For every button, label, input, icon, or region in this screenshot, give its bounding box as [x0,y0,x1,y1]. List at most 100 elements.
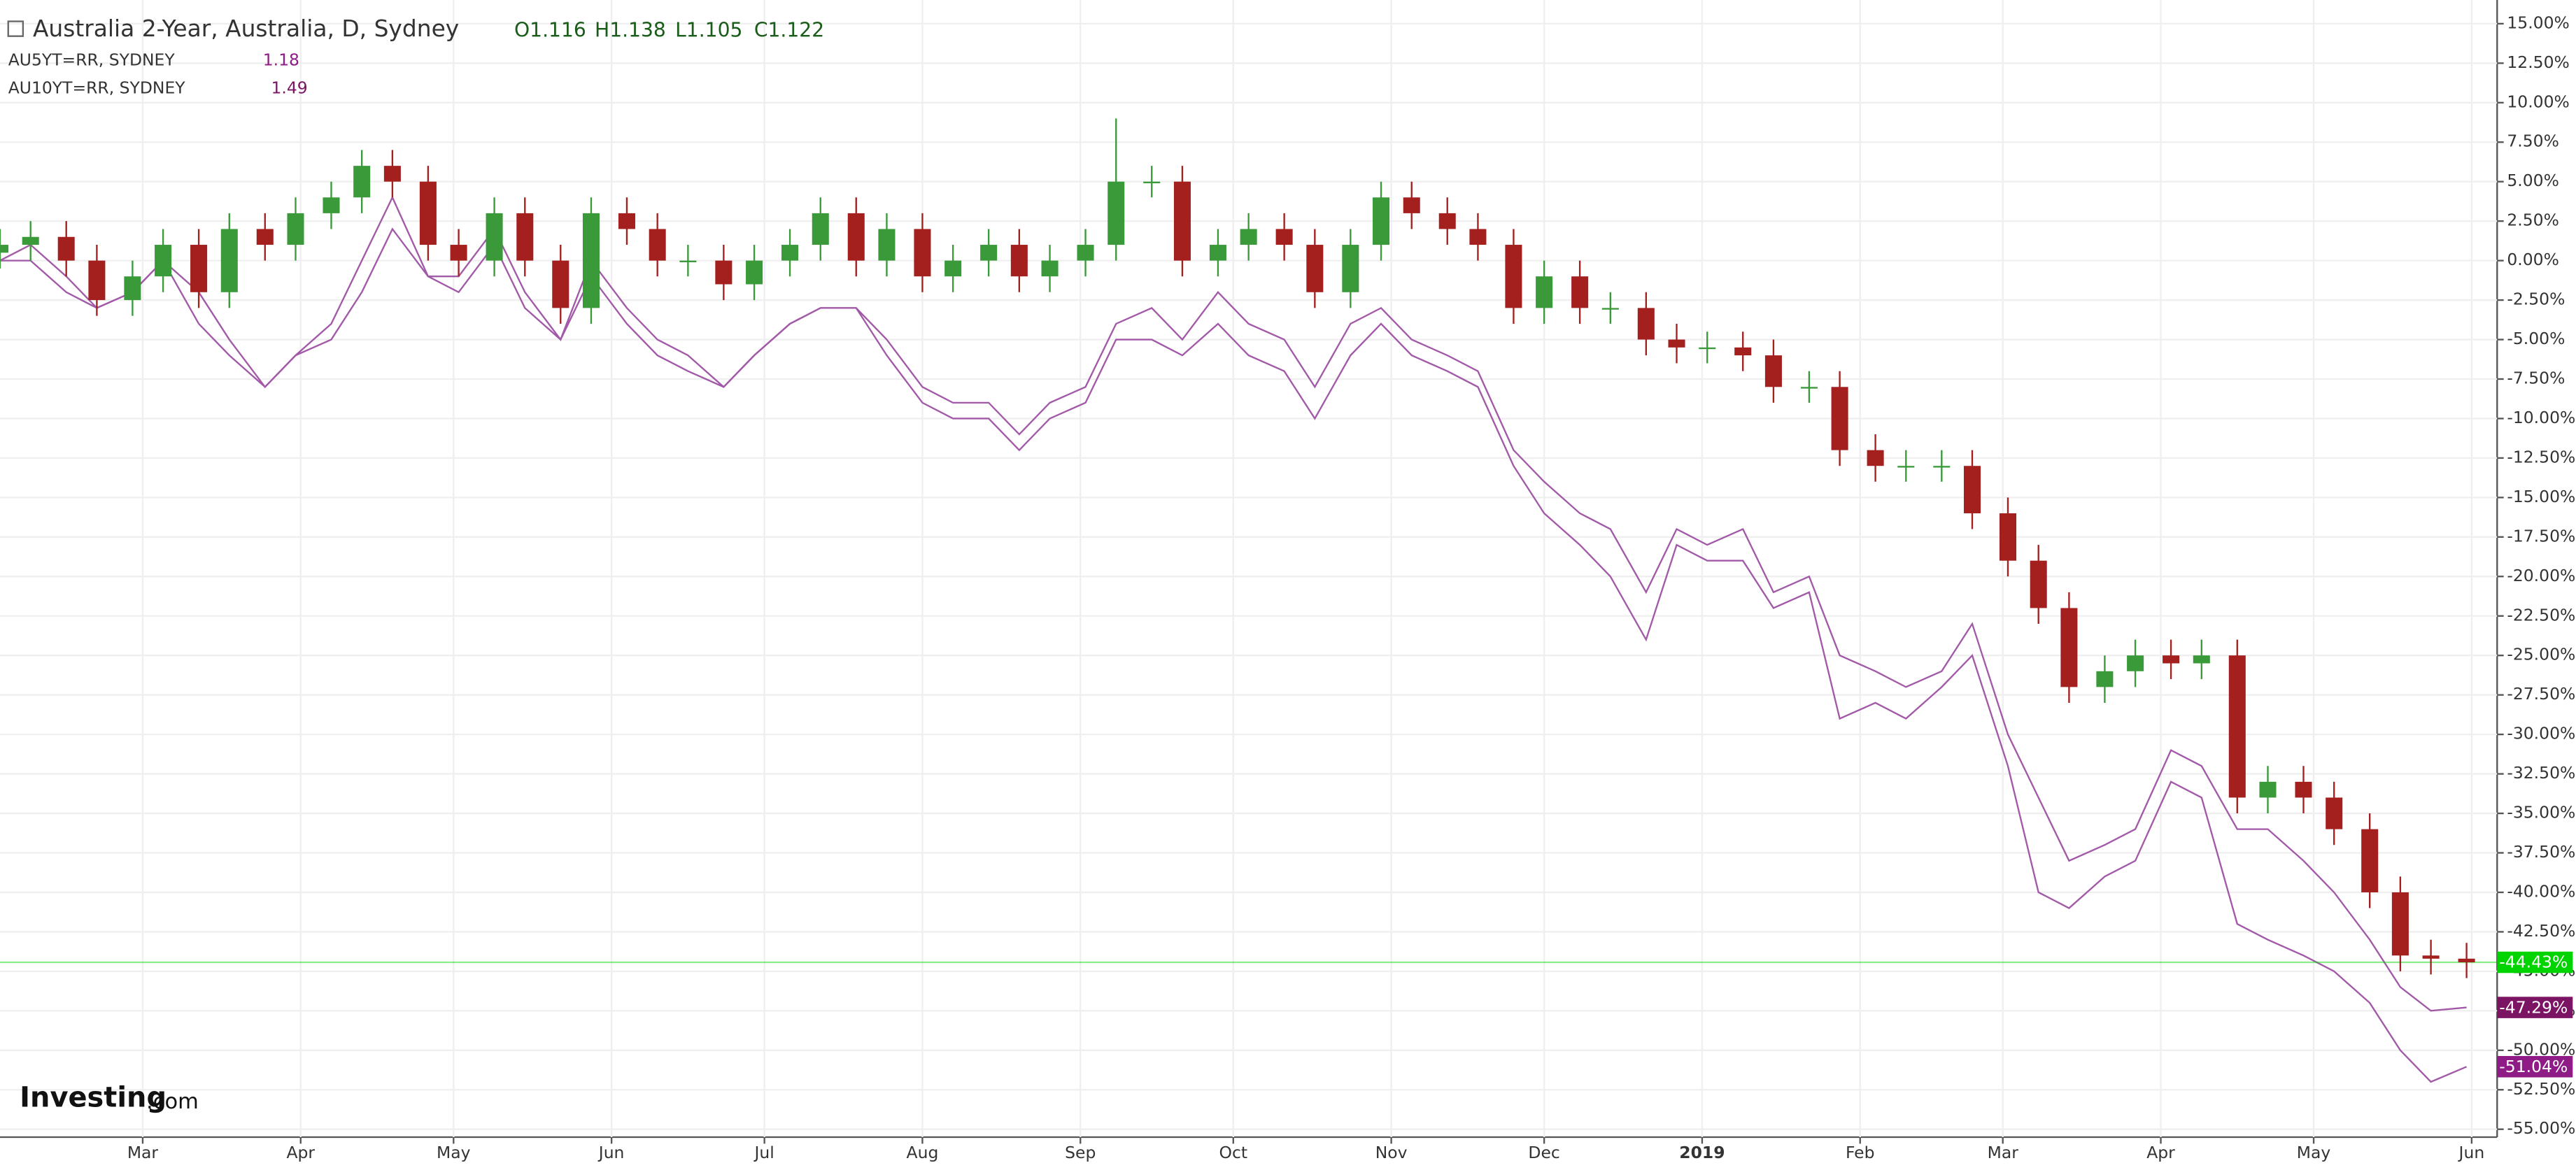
candle-body [383,166,401,182]
y-tick-label: -42.50% [2507,921,2575,941]
series-line [0,227,2468,1083]
x-tick-label: Apr [286,1143,315,1162]
close-value: C1.122 [754,19,824,42]
candle-body [2030,560,2047,608]
x-tick-label: Nov [1375,1143,1408,1162]
legend: Australia 2-Year, Australia, D, Sydney O… [7,15,824,97]
last-value-label: -44.43% [2499,953,2568,972]
candle-body [914,229,931,277]
candle-body [1275,229,1293,245]
y-tick-label: -32.50% [2507,763,2575,783]
last-value-label: -51.04% [2499,1057,2568,1076]
last-labels: -51.04% -47.29% -44.43% [2497,951,2573,1078]
candle-body [1077,245,1094,261]
collapse-icon[interactable] [7,20,24,37]
x-tick-label: May [2297,1143,2331,1162]
x-tick-label: Sep [1065,1143,1096,1162]
last-value-label: -47.29% [2499,997,2568,1017]
candle-body [1342,245,1359,292]
y-tick-label: -27.50% [2507,684,2575,704]
x-tick-label: Mar [127,1143,159,1162]
legend-value: 1.49 [271,78,307,97]
y-tick-label: -35.00% [2507,803,2575,822]
candle-body [1041,260,1059,277]
x-tick-label: Feb [1846,1143,1875,1162]
y-tick-label: -7.50% [2507,368,2565,387]
y-tick-label: -52.50% [2507,1079,2575,1099]
candle-body [649,229,666,261]
candle-body [1240,229,1257,245]
y-tick-label: -5.00% [2507,329,2565,348]
candle-body [878,229,896,261]
y-tick-label: 5.00% [2507,171,2559,190]
candle-body [22,236,39,245]
candle-body [618,213,635,229]
x-tick-label: Oct [1219,1143,1248,1162]
candle-body [2228,655,2246,798]
x-tick-label: Apr [2146,1143,2175,1162]
candle-body [0,245,9,253]
candle-body [2458,958,2475,963]
candle-body [190,245,208,292]
candle-body [1469,229,1487,245]
candle-body [486,213,503,261]
candle-body [1403,197,1420,213]
y-tick-label: 15.00% [2507,13,2569,32]
candle-body [1209,245,1226,261]
candle-body [1143,181,1161,184]
candle-body [450,245,467,261]
y-tick-label: -22.50% [2507,605,2575,625]
candle-body [1505,245,1522,308]
logo-suffix: .com [146,1090,199,1114]
x-tick-label: Jul [753,1143,774,1162]
x-tick-label: May [437,1143,471,1162]
candle-body [1010,245,1028,277]
x-tick-label: Jun [597,1143,625,1162]
last-value-box [2497,951,2573,973]
candle-body [1601,308,1619,310]
candle-body [1536,276,1553,308]
candle-body [2361,829,2379,892]
candle-body [1867,450,1884,466]
chart-title: Australia 2-Year, Australia, D, Sydney [33,15,459,42]
candle-body [1999,513,2017,561]
x-tick-label: Jun [2458,1143,2485,1162]
candle-body [746,260,763,285]
candle-body [1699,347,1716,350]
y-tick-label: -40.00% [2507,881,2575,901]
candle-body [220,229,238,292]
y-tick-label: 2.50% [2507,211,2559,230]
candle-body [980,245,998,261]
candle-body [57,236,75,261]
candle-body [847,213,865,261]
candle-body [1438,213,1456,229]
candle-body [1764,355,1782,387]
candle-body [2326,797,2343,829]
candle-body [812,213,829,245]
low-value: L1.105 [675,19,742,42]
candle-body [323,197,340,213]
candle-body [1571,276,1589,308]
y-tick-label: -20.00% [2507,566,2575,585]
candle-body [715,260,733,285]
candle-body [1637,308,1655,340]
candle-body [1963,466,1981,513]
legend-value: 1.18 [263,50,299,69]
high-value: H1.138 [595,19,666,42]
candle-body [2096,671,2114,687]
y-tick-label: -55.00% [2507,1118,2575,1138]
candle-body [2193,655,2210,664]
legend-series: AU10YT=RR, SYDNEY [8,78,186,97]
candle-body [88,260,106,301]
last-value-box [2497,997,2573,1018]
candle-body [1800,387,1818,389]
candle-body [1107,181,1125,245]
y-tick-label: -25.00% [2507,645,2575,664]
y-tick-label: -37.50% [2507,842,2575,862]
legend-series: AU5YT=RR, SYDNEY [8,50,176,69]
logo: Investing [20,1081,167,1113]
series-line [0,195,2467,1012]
candle-body [1668,339,1685,348]
candle-body [1831,387,1848,450]
